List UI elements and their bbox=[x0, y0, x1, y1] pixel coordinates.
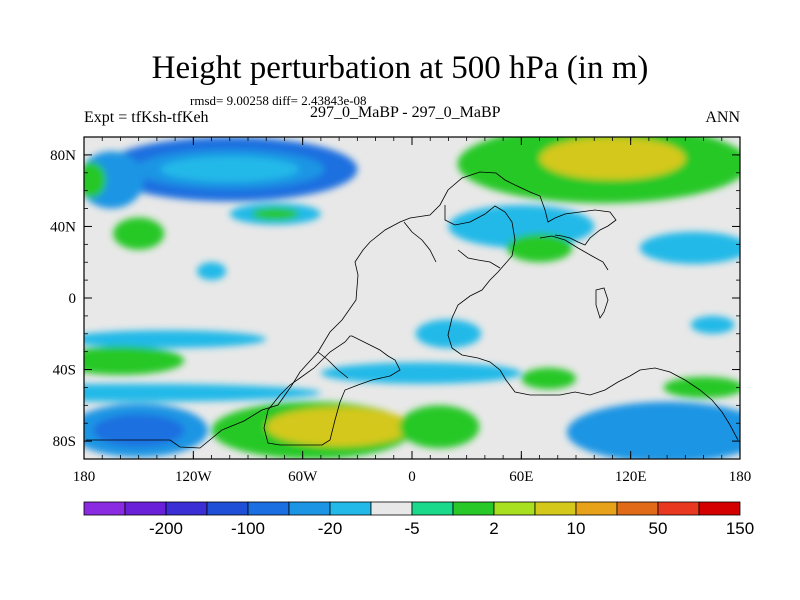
colorbar-box-8 bbox=[411, 501, 454, 516]
center-label: 297_0_MaBP - 297_0_MaBP bbox=[310, 104, 501, 121]
x-tick-label: 60E bbox=[509, 469, 533, 485]
y-tick-label: 80N bbox=[50, 148, 76, 164]
colorbar-box-1 bbox=[124, 501, 167, 516]
contour-region-8 bbox=[196, 262, 227, 281]
colorbar-box-10 bbox=[493, 501, 536, 516]
contour-region-13 bbox=[93, 414, 185, 447]
y-tick-label: 80S bbox=[53, 434, 76, 450]
contour-fields bbox=[84, 137, 740, 459]
colorbar-label: 10 bbox=[567, 519, 586, 538]
x-tick-label: 180 bbox=[729, 469, 752, 485]
x-tick-label: 120W bbox=[175, 469, 213, 485]
chart-title: Height perturbation at 500 hPa (in m) bbox=[151, 50, 649, 86]
contour-region-2 bbox=[160, 156, 300, 182]
colorbar-box-14 bbox=[657, 501, 700, 516]
colorbar-label: 50 bbox=[649, 519, 668, 538]
x-tick-label: 120E bbox=[615, 469, 647, 485]
y-tick-label: 0 bbox=[69, 291, 77, 307]
experiment-label: Expt = tfKsh-tfKeh bbox=[84, 109, 209, 126]
contour-region-7 bbox=[113, 217, 165, 250]
plot-area bbox=[84, 137, 740, 459]
colorbar-label: -20 bbox=[318, 519, 343, 538]
colorbar-box-4 bbox=[247, 501, 290, 516]
colorbar-box-9 bbox=[452, 501, 495, 516]
colorbar-box-6 bbox=[329, 501, 372, 516]
coastlines bbox=[86, 171, 739, 449]
y-tick-label: 40N bbox=[50, 219, 76, 235]
colorbar-box-12 bbox=[575, 501, 618, 516]
contour-region-16 bbox=[320, 362, 522, 384]
colorbar-box-0 bbox=[83, 501, 126, 516]
contour-region-24 bbox=[506, 233, 573, 263]
contour-region-22 bbox=[539, 137, 686, 180]
x-tick-label: 180 bbox=[73, 469, 96, 485]
colorbar-box-3 bbox=[206, 501, 249, 516]
contour-region-27 bbox=[690, 315, 735, 334]
contour-region-20 bbox=[663, 376, 740, 399]
contour-region-15 bbox=[266, 407, 412, 447]
x-tick-label: 0 bbox=[408, 469, 416, 485]
colorbar-label: -200 bbox=[149, 519, 183, 538]
contour-region-9 bbox=[84, 330, 267, 349]
contour-region-17 bbox=[399, 405, 480, 449]
colorbar-box-11 bbox=[534, 501, 577, 516]
colorbar-box-15 bbox=[698, 501, 741, 516]
contour-region-18 bbox=[521, 367, 577, 390]
contour-region-10 bbox=[84, 346, 185, 375]
contour-region-11 bbox=[84, 383, 321, 402]
colorbar-box-5 bbox=[288, 501, 331, 516]
colorbar-box-2 bbox=[165, 501, 208, 516]
stats-label: rmsd= 9.00258 diff= 2.43843e-08 bbox=[190, 93, 367, 108]
contour-region-25 bbox=[639, 231, 740, 265]
contour-region-6 bbox=[251, 207, 300, 221]
colorbar: -200 -100 -20 -5 2 10 50 150 bbox=[83, 501, 754, 538]
x-tick-labels: 180 120W 60W 0 60E 120E 180 bbox=[73, 469, 752, 485]
colorbar-box-7 bbox=[370, 501, 413, 516]
x-tick-label: 60W bbox=[288, 469, 318, 485]
contour-region-19 bbox=[566, 401, 740, 459]
y-tick-labels: 80N 40N 0 40S 80S bbox=[50, 148, 76, 450]
axis-ticks bbox=[83, 136, 741, 460]
colorbar-label: 2 bbox=[489, 519, 498, 538]
colorbar-box-13 bbox=[616, 501, 659, 516]
colorbar-label: 150 bbox=[726, 519, 754, 538]
season-label: ANN bbox=[705, 109, 740, 126]
colorbar-label: -100 bbox=[231, 519, 265, 538]
contour-region-4 bbox=[84, 162, 106, 198]
y-tick-label: 40S bbox=[53, 363, 76, 379]
colorbar-label: -5 bbox=[404, 519, 419, 538]
